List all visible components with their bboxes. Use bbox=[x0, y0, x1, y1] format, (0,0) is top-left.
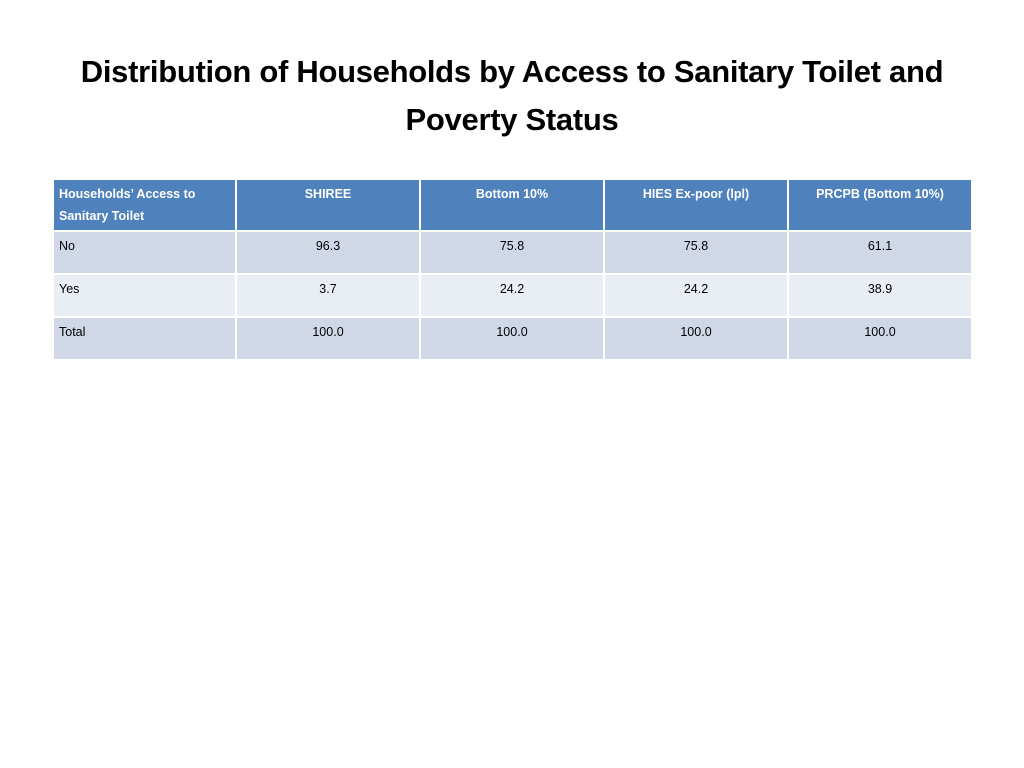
table-cell: 75.8 bbox=[603, 230, 789, 275]
table-row: No 96.3 75.8 75.8 61.1 bbox=[52, 230, 973, 275]
table-row: Yes 3.7 24.2 24.2 38.9 bbox=[52, 273, 973, 318]
column-header-bottom-10: Bottom 10% bbox=[419, 178, 605, 232]
table-cell: 100.0 bbox=[419, 316, 605, 361]
table-cell: 24.2 bbox=[603, 273, 789, 318]
slide-title: Distribution of Households by Access to … bbox=[80, 54, 944, 137]
table-cell: 100.0 bbox=[787, 316, 973, 361]
table-cell: 61.1 bbox=[787, 230, 973, 275]
row-label: No bbox=[52, 230, 237, 275]
row-label: Yes bbox=[52, 273, 237, 318]
data-table: Households’ Access to Sanitary Toilet SH… bbox=[52, 178, 973, 361]
table-row: Total 100.0 100.0 100.0 100.0 bbox=[52, 316, 973, 361]
table-cell: 100.0 bbox=[235, 316, 421, 361]
table-cell: 38.9 bbox=[787, 273, 973, 318]
column-header-hies-ex-poor: HIES Ex-poor (lpl) bbox=[603, 178, 789, 232]
column-header-shiree: SHIREE bbox=[235, 178, 421, 232]
row-label: Total bbox=[52, 316, 237, 361]
column-header-access: Households’ Access to Sanitary Toilet bbox=[52, 178, 237, 232]
column-header-prcpb: PRCPB (Bottom 10%) bbox=[787, 178, 973, 232]
table-cell: 24.2 bbox=[419, 273, 605, 318]
table-cell: 75.8 bbox=[419, 230, 605, 275]
table-cell: 100.0 bbox=[603, 316, 789, 361]
table-header-row: Households’ Access to Sanitary Toilet SH… bbox=[52, 178, 973, 232]
table-cell: 96.3 bbox=[235, 230, 421, 275]
table-cell: 3.7 bbox=[235, 273, 421, 318]
